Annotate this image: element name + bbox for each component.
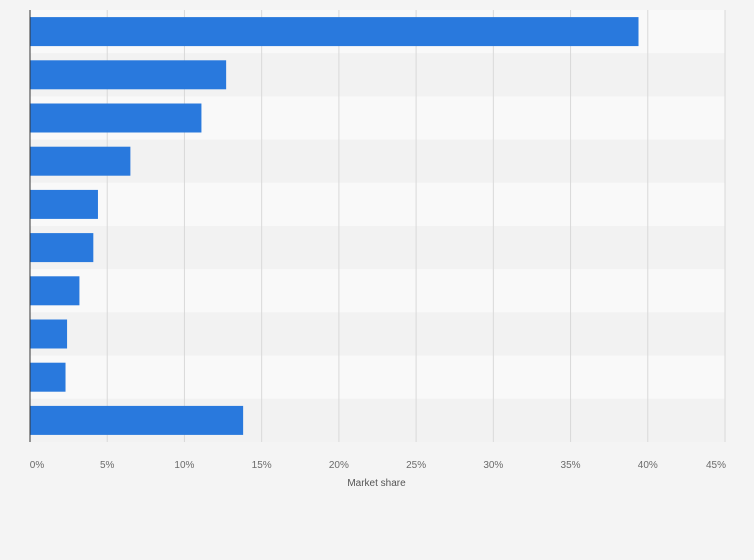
- x-tick-label: 45%: [706, 460, 726, 471]
- bar[interactable]: [30, 405, 244, 435]
- x-tick-label: 40%: [638, 460, 658, 471]
- bar[interactable]: [30, 60, 227, 90]
- x-axis-ticks: 0% 5% 10% 15% 20% 25% 30% 35% 40% 45%: [30, 460, 726, 471]
- plot-bands: [30, 10, 725, 442]
- row-band: [30, 269, 725, 313]
- row-band: [30, 226, 725, 270]
- x-tick-label: 0%: [30, 460, 45, 471]
- bar[interactable]: [30, 146, 131, 176]
- row-band: [30, 355, 725, 399]
- x-tick-label: 15%: [252, 460, 272, 471]
- x-tick-label: 35%: [561, 460, 581, 471]
- x-tick-label: 25%: [406, 460, 426, 471]
- bar[interactable]: [30, 103, 202, 133]
- bar[interactable]: [30, 189, 98, 219]
- x-tick-label: 30%: [483, 460, 503, 471]
- bar[interactable]: [30, 233, 94, 263]
- x-tick-label: 20%: [329, 460, 349, 471]
- x-tick-label: 5%: [100, 460, 115, 471]
- row-band: [30, 182, 725, 226]
- x-axis-title: Market share: [347, 478, 406, 489]
- bar[interactable]: [30, 276, 80, 306]
- bar[interactable]: [30, 319, 68, 349]
- row-band: [30, 312, 725, 356]
- bar[interactable]: [30, 362, 66, 392]
- bar-series: [30, 17, 639, 435]
- bar[interactable]: [30, 17, 639, 47]
- row-band: [30, 139, 725, 183]
- x-tick-label: 10%: [174, 460, 194, 471]
